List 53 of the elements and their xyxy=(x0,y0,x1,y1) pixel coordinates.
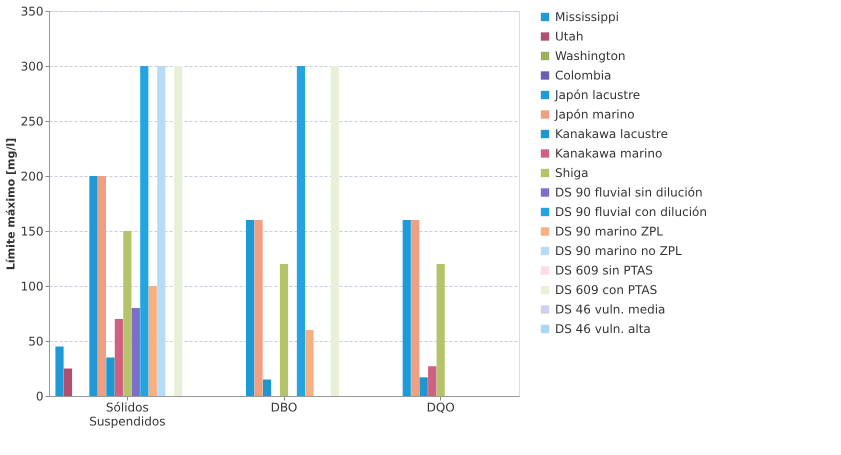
y-tick-label: 350 xyxy=(20,4,44,18)
y-tick-label: 100 xyxy=(20,280,44,294)
y-axis-title: Límite máximo [mg/l] xyxy=(4,138,18,270)
y-tick-label: 0 xyxy=(36,390,44,404)
bar xyxy=(106,358,114,396)
legend-label: Japón marino xyxy=(554,108,635,122)
bar xyxy=(157,66,166,396)
legend-label: DS 46 vuln. media xyxy=(555,302,666,316)
bar xyxy=(98,176,106,396)
x-tick-label: DQO xyxy=(426,400,455,414)
legend-label: Colombia xyxy=(555,68,612,82)
bar xyxy=(296,66,306,396)
legend-label: DS 609 sin PTAS xyxy=(555,264,653,278)
y-tick-label: 150 xyxy=(20,224,44,238)
legend-label: Mississippi xyxy=(555,10,619,24)
bar xyxy=(246,220,254,396)
bar xyxy=(330,66,339,396)
bar xyxy=(64,368,72,396)
y-tick-label: 50 xyxy=(28,334,44,348)
bar xyxy=(428,366,436,396)
x-tick-label: DBO xyxy=(270,400,298,414)
y-tick-label: 250 xyxy=(20,114,44,128)
legend-label: Japón lacustre xyxy=(554,88,640,102)
bar xyxy=(89,176,98,396)
legend-label: Washington xyxy=(555,49,626,63)
legend-label: DS 90 fluvial con dilución xyxy=(555,205,707,219)
bar xyxy=(305,330,314,396)
bar xyxy=(174,66,182,396)
bar xyxy=(123,231,132,396)
legend-label: Shiga xyxy=(555,166,589,180)
legend-label: DS 90 fluvial sin dilución xyxy=(555,186,703,200)
legend-label: Utah xyxy=(555,30,584,44)
bar xyxy=(420,377,428,396)
bar xyxy=(280,264,288,396)
legend-label: DS 90 marino no ZPL xyxy=(555,244,682,258)
bar xyxy=(132,308,140,396)
y-tick-label: 200 xyxy=(20,170,44,184)
legend-label: Kanakawa lacustre xyxy=(555,127,668,141)
bar xyxy=(262,380,272,396)
bar xyxy=(411,220,420,396)
y-tick-label: 300 xyxy=(20,60,44,74)
legend-label: Kanakawa marino xyxy=(555,146,662,160)
bar xyxy=(140,66,148,396)
bar xyxy=(55,346,64,396)
bar xyxy=(254,220,263,396)
bar xyxy=(114,319,123,396)
legend-label: DS 46 vuln. alta xyxy=(555,322,651,336)
bar xyxy=(148,286,157,396)
bar xyxy=(402,220,411,396)
legend-label: DS 609 con PTAS xyxy=(555,283,658,297)
x-tick-label: Sólidos Suspendidos xyxy=(89,400,166,428)
bar xyxy=(436,264,445,396)
legend-label: DS 90 marino ZPL xyxy=(555,224,664,238)
